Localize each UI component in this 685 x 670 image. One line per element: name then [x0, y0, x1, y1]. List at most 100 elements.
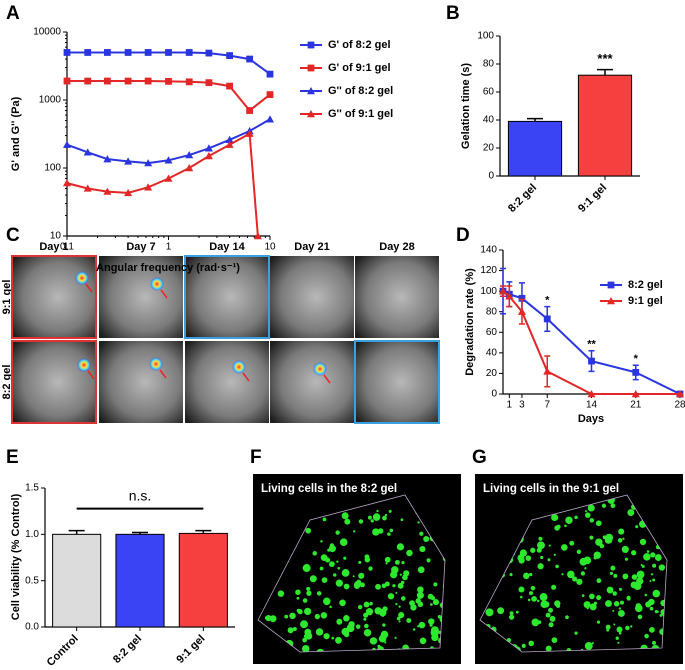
- cell: [309, 575, 317, 583]
- cell: [306, 590, 312, 596]
- cell: [589, 518, 595, 523]
- cell: [548, 544, 551, 547]
- x-tick-label: 1: [166, 242, 172, 253]
- cell: [419, 546, 426, 553]
- fluorescence-spot: [75, 271, 89, 285]
- marker: [63, 179, 71, 187]
- y-tick-label: 20: [486, 368, 498, 379]
- cell: [527, 598, 531, 602]
- cell: [397, 582, 404, 589]
- cell: [339, 599, 346, 607]
- cell: [561, 544, 568, 551]
- cell: [618, 631, 622, 635]
- cell: [430, 603, 433, 606]
- cell: [589, 593, 595, 600]
- cell: [612, 591, 617, 596]
- cell: [363, 612, 369, 618]
- cell: [646, 550, 650, 553]
- error-bar: [68, 529, 85, 535]
- cell: [555, 564, 559, 569]
- cell: [406, 618, 412, 624]
- x-tick-label: 8:2 gel: [111, 633, 144, 666]
- x-tick-label: 9:1 gel: [576, 182, 609, 215]
- y-tick-label: 0: [488, 171, 494, 182]
- cell: [518, 586, 525, 593]
- cell: [302, 637, 308, 643]
- cell: [284, 614, 289, 619]
- cell: [595, 538, 603, 546]
- y-tick-label: 1000: [39, 95, 62, 106]
- cell: [417, 625, 420, 628]
- axes: [66, 32, 270, 237]
- cell: [400, 518, 404, 522]
- cell: [390, 571, 398, 579]
- cell: [596, 578, 602, 584]
- cell: [358, 560, 362, 565]
- legend-marker: [607, 297, 615, 305]
- cell: [384, 641, 387, 644]
- marker: [587, 390, 596, 398]
- cell: [395, 591, 398, 594]
- cell: [551, 637, 558, 644]
- cell: [605, 624, 611, 630]
- significance: *: [545, 294, 550, 306]
- cell: [565, 615, 569, 620]
- marker: [84, 49, 92, 56]
- cell: [343, 556, 347, 560]
- cell: [613, 573, 618, 578]
- marker: [185, 78, 193, 86]
- cell: [530, 547, 536, 553]
- cell: [358, 519, 364, 524]
- cell: [635, 525, 639, 529]
- cell: [645, 601, 652, 608]
- cell: [617, 641, 620, 644]
- y-tick-label: 80: [486, 306, 498, 317]
- cell: [561, 573, 564, 576]
- cell: [589, 603, 597, 611]
- cell: [574, 631, 578, 635]
- cell: [341, 569, 350, 577]
- cell: [402, 574, 408, 581]
- cell: [337, 566, 341, 570]
- cell: [423, 535, 430, 543]
- row-label: 9:1 gel: [1, 280, 13, 315]
- marker: [124, 49, 132, 56]
- fluorescence-spot: [149, 357, 163, 371]
- cell: [295, 589, 301, 595]
- cell: [584, 510, 588, 513]
- cell: [585, 512, 591, 518]
- y-tick-label: 80: [483, 59, 495, 70]
- confocal-image: [253, 474, 461, 664]
- error-bar: [132, 531, 148, 535]
- arrow: [323, 374, 331, 384]
- imaging-photo: [11, 340, 97, 424]
- cell: [537, 563, 544, 570]
- cell: [589, 535, 594, 540]
- bounding-box: [257, 494, 446, 653]
- cell: [553, 553, 556, 556]
- day-label: Day 1: [39, 241, 68, 253]
- cell: [597, 595, 600, 598]
- cell: [382, 623, 386, 627]
- cell: [363, 617, 367, 621]
- cell: [417, 586, 424, 593]
- cell: [382, 515, 387, 521]
- imaging-photo: [355, 256, 439, 338]
- cell: [539, 593, 548, 601]
- cell: [613, 601, 620, 607]
- cell: [363, 601, 370, 608]
- y-axis-title: Degradation rate (%): [464, 268, 476, 376]
- cell: [649, 580, 652, 583]
- marker: [144, 77, 152, 85]
- y-tick-label: 140: [480, 245, 497, 256]
- imaging-photo: [184, 255, 270, 339]
- cell: [615, 636, 619, 640]
- cell: [618, 528, 625, 535]
- cell: [363, 628, 372, 637]
- cell: [287, 627, 294, 634]
- marker: [164, 174, 173, 182]
- cell: [417, 601, 424, 608]
- y-axis-title: Gelation time (s): [460, 63, 472, 150]
- cell: [367, 515, 372, 520]
- cell: [395, 602, 398, 606]
